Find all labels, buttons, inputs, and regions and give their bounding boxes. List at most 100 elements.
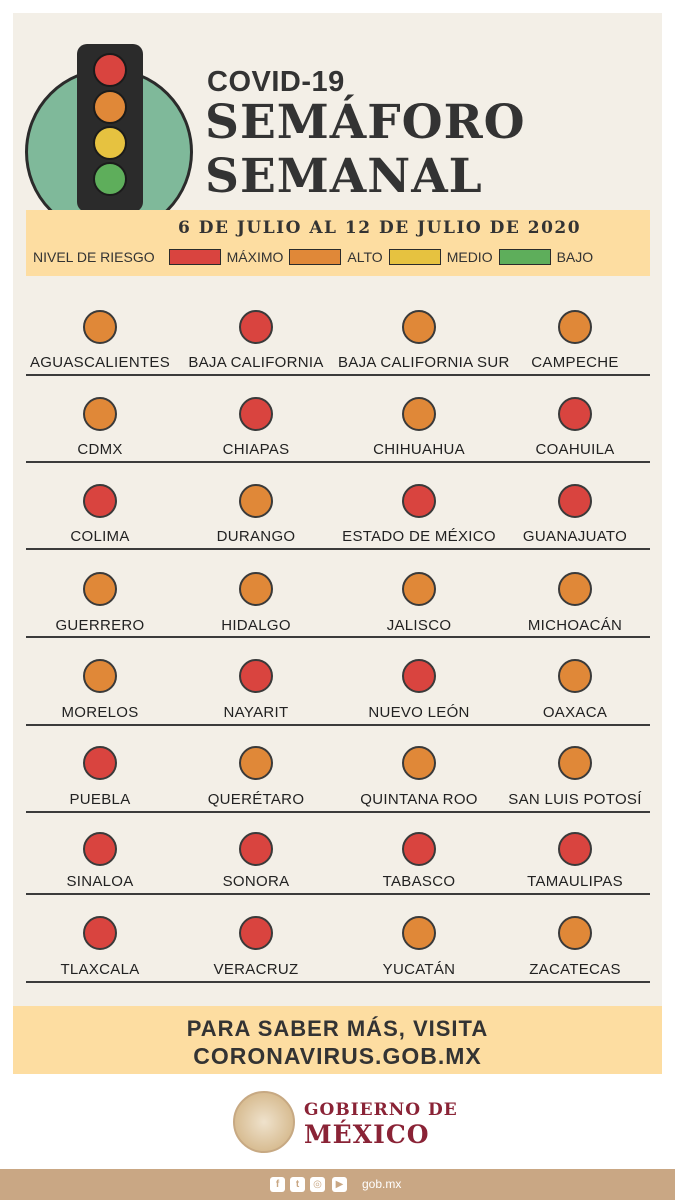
- green-light-icon: [93, 162, 127, 196]
- risk-indicator-icon: [83, 832, 117, 866]
- legend-label-bajo: BAJO: [556, 249, 594, 265]
- state-name: CAMPECHE: [531, 354, 619, 371]
- state-name: CHIHUAHUA: [373, 441, 465, 458]
- state-name: GUERRERO: [55, 617, 145, 634]
- state-name: ESTADO DE MÉXICO: [342, 528, 496, 545]
- risk-indicator-icon: [402, 916, 436, 950]
- state-name: GUANAJUATO: [522, 528, 628, 545]
- risk-indicator-icon: [83, 659, 117, 693]
- row-divider: [26, 724, 650, 726]
- legend-title: NIVEL DE RIESGO: [33, 249, 155, 265]
- state-name: NUEVO LEÓN: [368, 704, 470, 721]
- risk-indicator-icon: [558, 659, 592, 693]
- state-name: AGUASCALIENTES: [29, 354, 171, 371]
- risk-indicator-icon: [239, 832, 273, 866]
- risk-indicator-icon: [83, 916, 117, 950]
- instagram-icon[interactable]: ◎: [310, 1177, 325, 1192]
- state-name: QUERÉTARO: [207, 791, 305, 808]
- legend-label-medio: MEDIO: [446, 249, 493, 265]
- risk-indicator-icon: [558, 310, 592, 344]
- date-range: 6 DE JULIO AL 12 DE JULIO DE 2020: [178, 218, 582, 238]
- state-name: SAN LUIS POTOSÍ: [508, 791, 642, 808]
- state-name: CHIAPAS: [222, 441, 290, 458]
- risk-indicator-icon: [239, 916, 273, 950]
- risk-indicator-icon: [83, 484, 117, 518]
- coat-of-arms-logo: [233, 1091, 295, 1153]
- title-line-1: SEMÁFORO: [205, 95, 526, 150]
- row-divider: [26, 374, 650, 376]
- state-name: BAJA CALIFORNIA: [188, 354, 324, 371]
- state-name: QUINTANA ROO: [360, 791, 478, 808]
- state-name: TAMAULIPAS: [527, 873, 623, 890]
- state-name: YUCATÁN: [382, 961, 456, 978]
- state-name: TABASCO: [382, 873, 456, 890]
- risk-indicator-icon: [402, 572, 436, 606]
- row-divider: [26, 636, 650, 638]
- red-light-icon: [93, 53, 127, 87]
- footer-link[interactable]: CORONAVIRUS.GOB.MX: [193, 1043, 482, 1069]
- row-divider: [26, 893, 650, 895]
- risk-indicator-icon: [239, 484, 273, 518]
- footer-cta: PARA SABER MÁS, VISITA: [186, 1016, 489, 1041]
- subtitle: COVID-19: [207, 66, 345, 98]
- risk-indicator-icon: [83, 397, 117, 431]
- risk-indicator-icon: [402, 484, 436, 518]
- legend-swatch-alto: [289, 249, 342, 265]
- risk-indicator-icon: [402, 659, 436, 693]
- state-name: HIDALGO: [221, 617, 291, 634]
- facebook-icon[interactable]: f: [270, 1177, 285, 1192]
- risk-indicator-icon: [558, 572, 592, 606]
- risk-indicator-icon: [558, 916, 592, 950]
- gov-name-line-1: GOBIERNO DE: [304, 1100, 458, 1120]
- legend-label-maximo: MÁXIMO: [226, 249, 284, 265]
- state-name: NAYARIT: [223, 704, 289, 721]
- state-name: COAHUILA: [535, 441, 615, 458]
- date-band: [26, 210, 650, 276]
- risk-indicator-icon: [239, 746, 273, 780]
- youtube-icon[interactable]: ▶: [332, 1177, 347, 1192]
- state-name: VERACRUZ: [213, 961, 299, 978]
- risk-indicator-icon: [402, 746, 436, 780]
- risk-indicator-icon: [83, 310, 117, 344]
- state-name: SINALOA: [66, 873, 134, 890]
- footer-band: PARA SABER MÁS, VISITA CORONAVIRUS.GOB.M…: [13, 1006, 662, 1074]
- risk-indicator-icon: [558, 397, 592, 431]
- state-name: MORELOS: [61, 704, 139, 721]
- state-name: OAXACA: [542, 704, 608, 721]
- risk-legend: NIVEL DE RIESGO MÁXIMO ALTO MEDIO BAJO: [33, 247, 599, 267]
- risk-indicator-icon: [83, 746, 117, 780]
- state-name: JALISCO: [386, 617, 452, 634]
- state-name: BAJA CALIFORNIA SUR: [338, 354, 510, 371]
- state-grid: AGUASCALIENTES BAJA CALIFORNIA BAJA CALIFO…: [26, 310, 650, 983]
- risk-indicator-icon: [239, 397, 273, 431]
- state-name: CDMX: [77, 441, 123, 458]
- state-name: ZACATECAS: [529, 961, 621, 978]
- legend-swatch-bajo: [498, 249, 551, 265]
- title-line-2: SEMANAL: [205, 149, 483, 204]
- legend-label-alto: ALTO: [347, 249, 383, 265]
- risk-indicator-icon: [239, 659, 273, 693]
- row-divider: [26, 981, 650, 983]
- legend-swatch-medio: [388, 249, 441, 265]
- row-divider: [26, 461, 650, 463]
- site-link[interactable]: gob.mx: [362, 1177, 402, 1191]
- twitter-icon[interactable]: t: [290, 1177, 305, 1192]
- state-name: SONORA: [222, 873, 290, 890]
- state-name: PUEBLA: [69, 791, 131, 808]
- risk-indicator-icon: [558, 484, 592, 518]
- orange-light-icon: [93, 90, 127, 124]
- risk-indicator-icon: [239, 310, 273, 344]
- risk-indicator-icon: [558, 832, 592, 866]
- legend-swatch-maximo: [168, 249, 221, 265]
- state-name: TLAXCALA: [60, 961, 140, 978]
- risk-indicator-icon: [402, 397, 436, 431]
- page-title: SEMÁFORO SEMANAL: [205, 96, 645, 204]
- risk-indicator-icon: [402, 832, 436, 866]
- state-name: MICHOACÁN: [527, 617, 623, 634]
- gov-name-line-2: MÉXICO: [304, 1120, 430, 1149]
- state-name: COLIMA: [70, 528, 130, 545]
- risk-indicator-icon: [402, 310, 436, 344]
- row-divider: [26, 548, 650, 550]
- state-name: DURANGO: [216, 528, 296, 545]
- risk-indicator-icon: [83, 572, 117, 606]
